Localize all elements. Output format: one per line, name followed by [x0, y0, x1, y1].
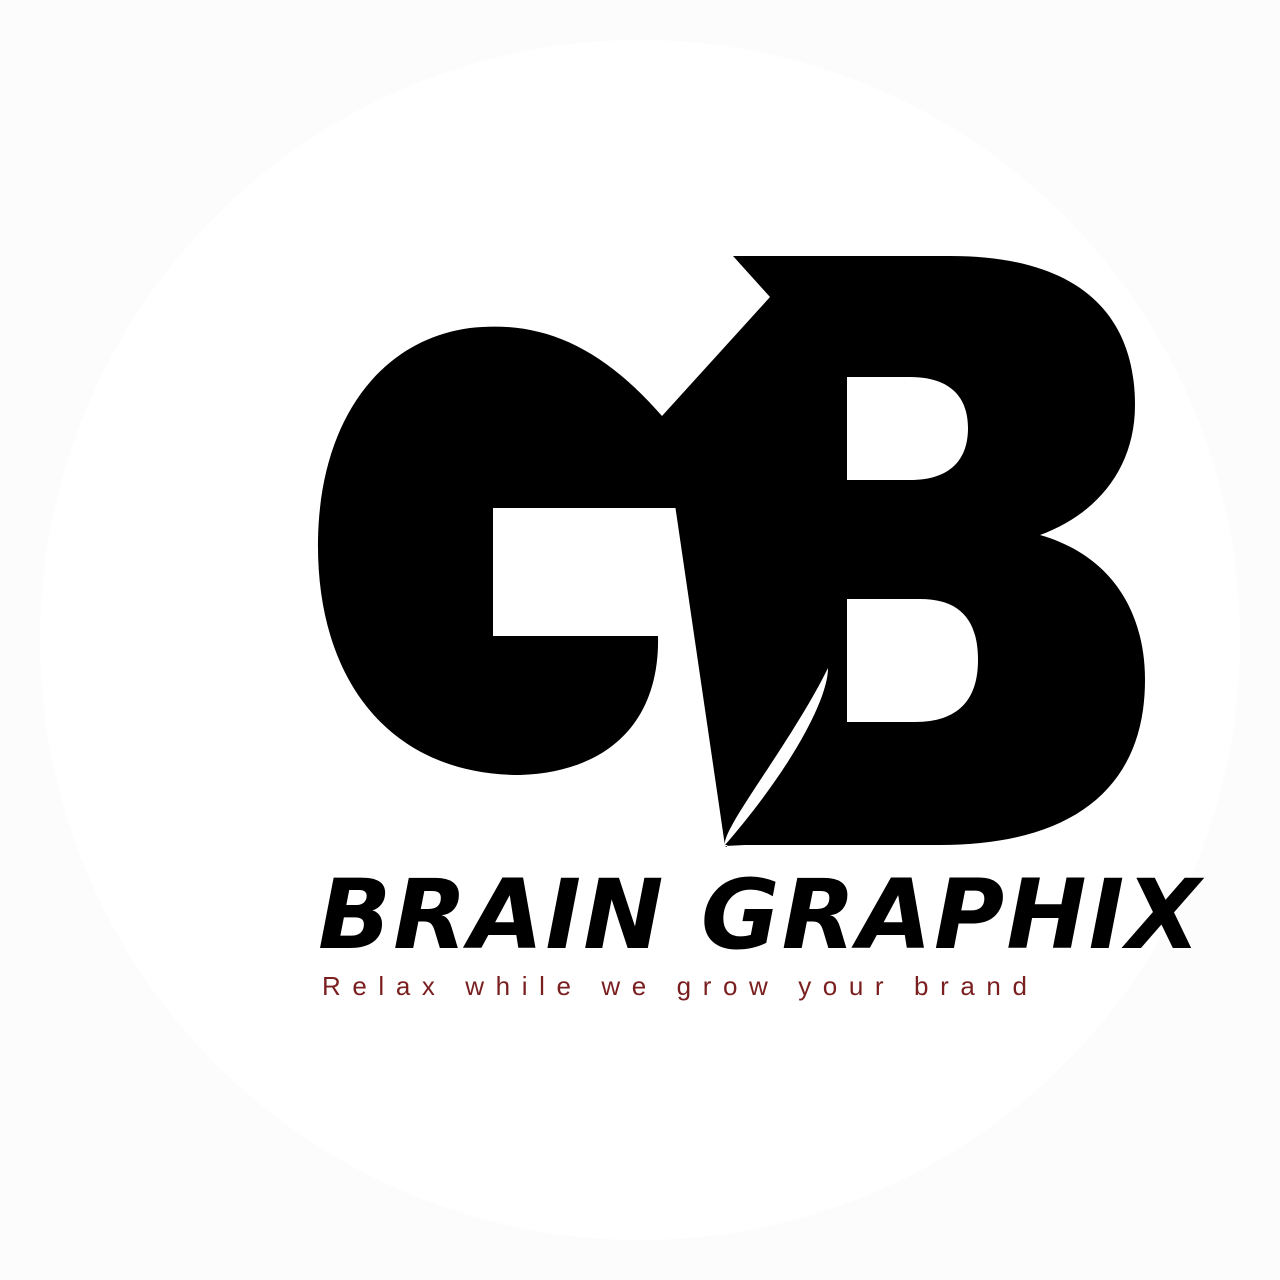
b-letter-shape [725, 256, 1145, 845]
g-letter-shape [317, 326, 828, 847]
tagline: Relax while we grow your brand [322, 971, 1039, 1001]
brand-name: BRAIN GRAPHIX [318, 859, 1203, 971]
arrow-shape [662, 256, 828, 508]
